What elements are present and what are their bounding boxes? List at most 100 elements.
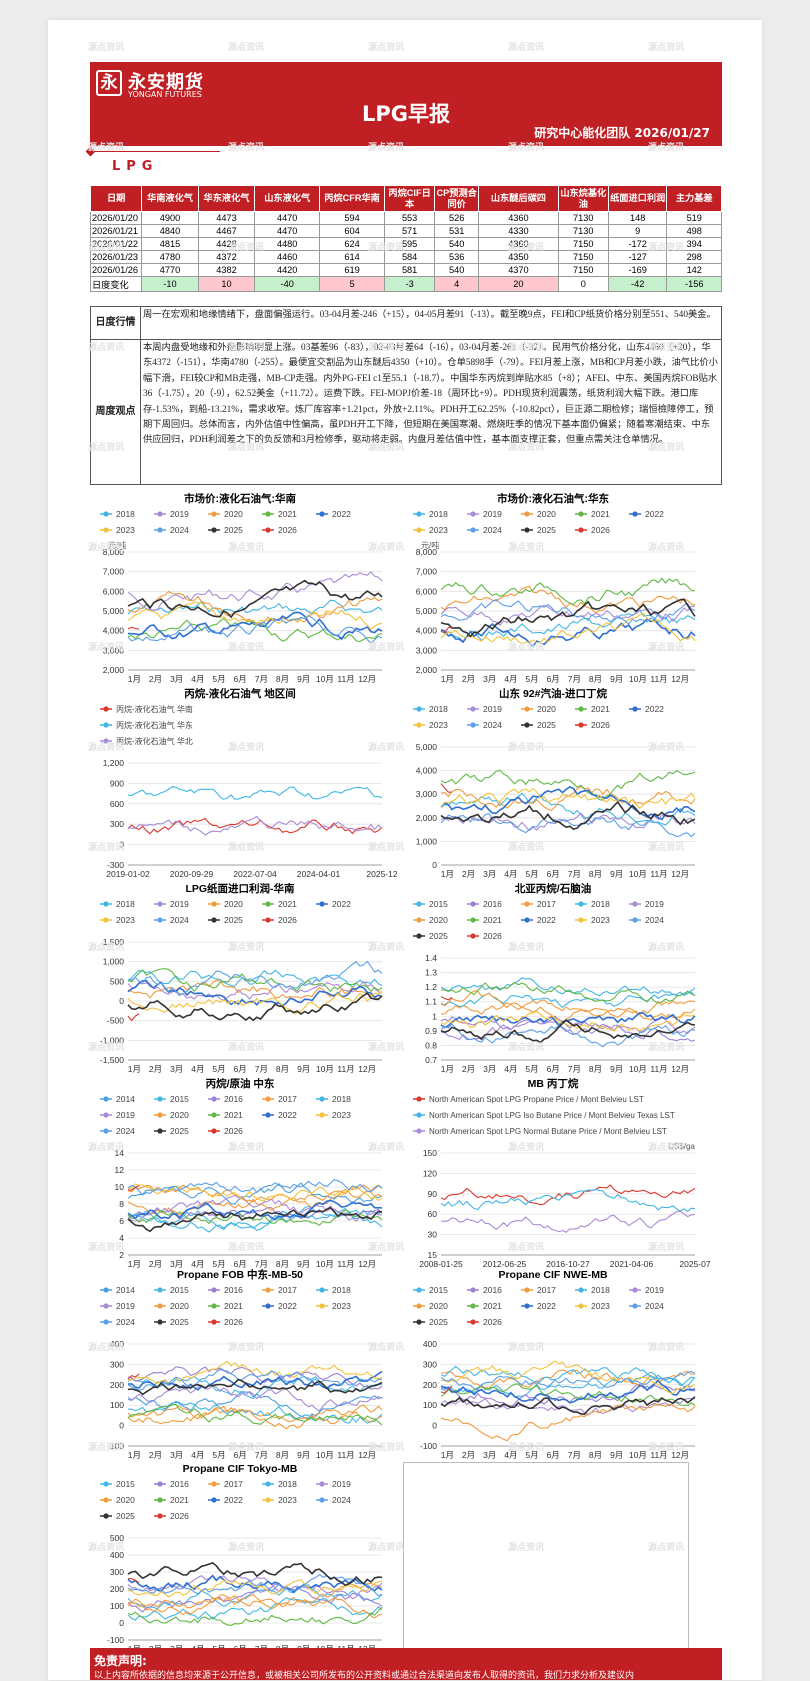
legend-marker (632, 917, 638, 923)
legend-label: 2025 (429, 1317, 448, 1327)
chart-svg: 2018 2019 2020 2021 2022 2023 2024 2025 2026 1,50… (100, 899, 383, 1074)
x-tick-label: 9月 (610, 674, 623, 684)
x-tick-label: 7月 (255, 1450, 268, 1460)
legend-marker (211, 1481, 217, 1487)
series-line (440, 990, 696, 1023)
legend-label: 2021 (591, 704, 610, 714)
x-tick-label: 5月 (525, 674, 538, 684)
x-tick-label: 8月 (589, 674, 602, 684)
y-tick-label: 4 (119, 1233, 124, 1243)
table-cell: 4470 (254, 211, 321, 225)
legend-item: 2024 (154, 525, 189, 535)
legend-marker (319, 511, 325, 517)
chart-svg: 2014 2015 2016 2017 2018 2019 2020 2021 2022 2023… (100, 1094, 383, 1269)
table-cell: 540 (434, 263, 480, 277)
legend-item: 丙烷-液化石油气 华东 (100, 720, 193, 730)
legend-marker (416, 1112, 422, 1118)
section-divider (90, 151, 220, 152)
chart-1: 市场价:液化石油气:华南 2018 2019 2020 2021 2022 2023 2024… (90, 492, 390, 694)
legend-item: 2016 (208, 1285, 243, 1295)
y-tick-label: 1.4 (425, 953, 437, 963)
x-tick-label: 12月 (671, 674, 689, 684)
empty-chart-panel (403, 1462, 689, 1652)
table-cell: 526 (434, 211, 480, 225)
table-cell: 571 (383, 224, 436, 238)
legend-marker (103, 917, 109, 923)
legend-label: 2015 (170, 1285, 189, 1295)
series-line (440, 1385, 453, 1394)
legend-label: 2025 (170, 1317, 189, 1327)
table-cell: 394 (666, 237, 722, 251)
legend-marker (157, 1513, 163, 1519)
legend-item: North American Spot LPG Normal Butane Pr… (413, 1127, 667, 1136)
legend-label: 2023 (332, 1110, 351, 1120)
weekly-commentary-label: 周度观点 (91, 340, 141, 484)
table-cell: 2026/01/21 (89, 224, 143, 238)
x-tick-label: 1月 (128, 1259, 141, 1269)
x-tick-label: 10月 (629, 869, 647, 879)
legend-label: 2022 (224, 1495, 243, 1505)
table-cell: 2026/01/26 (89, 263, 143, 277)
series-line (440, 1210, 696, 1233)
x-tick-label: 12月 (358, 1450, 376, 1460)
x-tick-label: 8月 (276, 1450, 289, 1460)
legend-marker (103, 527, 109, 533)
legend-label: 2023 (429, 720, 448, 730)
y-tick-label: 1,000 (103, 957, 125, 967)
y-tick-label: 8,000 (416, 547, 438, 557)
legend-item: 2019 (629, 899, 664, 909)
legend-marker (470, 1303, 476, 1309)
legend-label: 2019 (332, 1479, 351, 1489)
x-tick-label: 5月 (212, 1259, 225, 1269)
series-line (127, 1370, 383, 1391)
x-tick-label: 2020-09-29 (170, 869, 214, 879)
legend-label: 2023 (332, 1301, 351, 1311)
y-tick-label: 0.8 (425, 1040, 437, 1050)
series-line (440, 1396, 696, 1416)
table-cell: 584 (383, 250, 436, 264)
report-page: 永 永安期货 YONGAN FUTURES LPG早报 研究中心能化团队 202… (48, 20, 762, 1681)
y-tick-label: 12 (115, 1165, 125, 1175)
legend-label: 2025 (170, 1126, 189, 1136)
series-line (440, 1012, 696, 1029)
legend-marker (103, 1303, 109, 1309)
legend-label: 2016 (483, 1285, 502, 1295)
legend-item: 2026 (154, 1511, 189, 1521)
company-name-cn: 永安期货 (128, 72, 204, 93)
legend-label: 2022 (332, 899, 351, 909)
chart-7: 丙烷/原油 中东 2014 2015 2016 2017 2018 2019 2020 2021… (90, 1077, 390, 1279)
series-line (440, 800, 696, 830)
legend-label: 2024 (170, 915, 189, 925)
x-tick-label: 6月 (234, 1450, 247, 1460)
x-tick-label: 4月 (191, 1450, 204, 1460)
table-header-cell: 丙烷CIF日本 (383, 185, 436, 212)
y-tick-label: 30 (428, 1230, 438, 1240)
chart-8: MB 丙丁烷 North American Spot LPG Propane Pr… (403, 1077, 711, 1279)
table-cell: 142 (666, 263, 722, 277)
legend-label: 2020 (537, 509, 556, 519)
table-cell: 4473 (197, 211, 256, 225)
table-cell: 4330 (478, 224, 559, 238)
table-change-cell: 5 (319, 276, 385, 292)
legend-marker (157, 1497, 163, 1503)
legend-item: 2020 (154, 1301, 189, 1311)
y-tick-label: -300 (107, 860, 124, 870)
y-tick-label: 5,000 (103, 606, 125, 616)
x-tick-label: 4月 (504, 1064, 517, 1074)
x-tick-label: 12月 (671, 869, 689, 879)
x-tick-label: 4月 (191, 674, 204, 684)
y-tick-label: -100 (107, 1635, 124, 1645)
legend-marker (265, 511, 271, 517)
x-tick-label: 6月 (234, 674, 247, 684)
y-tick-label: 0.7 (425, 1055, 437, 1065)
legend-label: 丙烷-液化石油气 华东 (116, 720, 193, 730)
legend-label: 2017 (278, 1285, 297, 1295)
legend-label: 丙烷-液化石油气 华北 (116, 736, 193, 746)
x-tick-label: 2月 (149, 1064, 162, 1074)
x-tick-label: 2月 (462, 674, 475, 684)
legend-label: 2026 (224, 1317, 243, 1327)
legend-label: 2018 (116, 509, 135, 519)
legend-item: 2022 (262, 1110, 297, 1120)
table-header-cell: CP预测合同价 (434, 185, 480, 212)
